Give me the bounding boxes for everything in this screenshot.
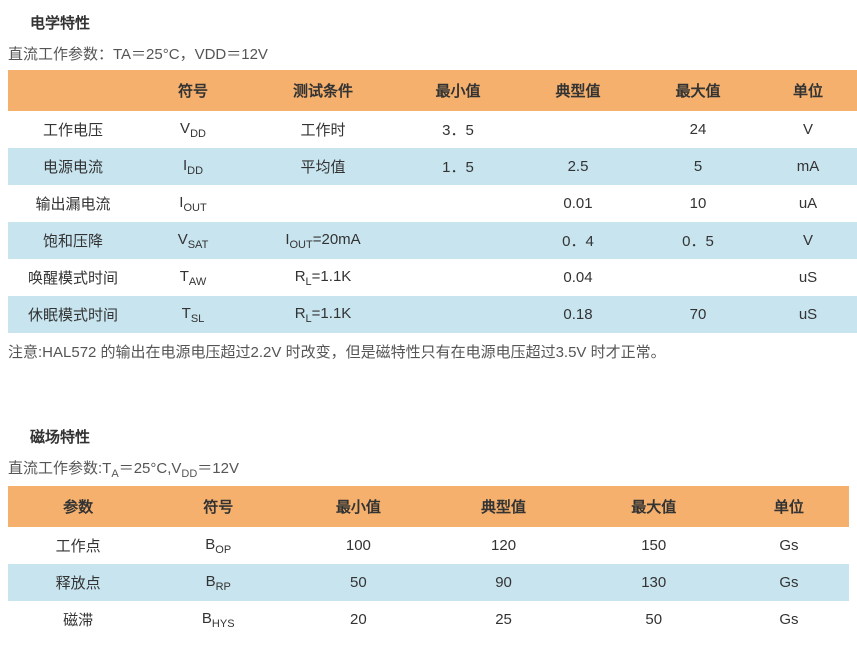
cell: 0．5 <box>638 222 758 259</box>
table-row: 释放点BRP5090130Gs <box>8 564 849 601</box>
cell-symbol: VDD <box>138 111 248 148</box>
cell: 70 <box>638 296 758 333</box>
cell: uS <box>758 296 857 333</box>
th: 典型值 <box>518 70 638 111</box>
th: 最大值 <box>579 486 729 527</box>
cell: 输出漏电流 <box>8 185 138 222</box>
cell: 电源电流 <box>8 148 138 185</box>
cell: 10 <box>638 185 758 222</box>
cell: uA <box>758 185 857 222</box>
cell-cond: 工作时 <box>248 111 398 148</box>
table-row: 饱和压降VSATIOUT=20mA 0．40．5V <box>8 222 857 259</box>
th: 最大值 <box>638 70 758 111</box>
sub-text: DD <box>181 468 197 480</box>
cell: 0.01 <box>518 185 638 222</box>
cell: 5 <box>638 148 758 185</box>
table-row: 电源电流IDD平均值1．52.55mA <box>8 148 857 185</box>
table-row: 工作点BOP100120150Gs <box>8 527 849 564</box>
th: 典型值 <box>428 486 578 527</box>
cell: 130 <box>579 564 729 601</box>
cell: 工作点 <box>8 527 148 564</box>
table-electrical: 符号 测试条件 最小值 典型值 最大值 单位 工作电压VDD工作时3．524V电… <box>8 70 857 333</box>
th: 符号 <box>138 70 248 111</box>
cell: 1．5 <box>398 148 518 185</box>
section1-note: 注意:HAL572 的输出在电源电压超过2.2V 时改变，但是磁特性只有在电源电… <box>8 341 849 362</box>
cell: Gs <box>729 564 849 601</box>
table-row: 唤醒模式时间TAWRL=1.1K 0.04 uS <box>8 259 857 296</box>
sub-text: 直流工作参数:T <box>8 460 111 477</box>
cell-symbol: IOUT <box>138 185 248 222</box>
th: 最小值 <box>398 70 518 111</box>
cell-symbol: IDD <box>138 148 248 185</box>
sub-text: ＝25°C,V <box>119 460 182 477</box>
cell <box>398 296 518 333</box>
section1-title: 电学特性 <box>30 12 849 33</box>
cell-symbol: BOP <box>148 527 288 564</box>
th: 单位 <box>758 70 857 111</box>
cell-symbol: VSAT <box>138 222 248 259</box>
cell: 150 <box>579 527 729 564</box>
th: 参数 <box>8 486 148 527</box>
cell: V <box>758 111 857 148</box>
cell: 0.04 <box>518 259 638 296</box>
cell <box>398 259 518 296</box>
cell: 2.5 <box>518 148 638 185</box>
cell: 50 <box>288 564 428 601</box>
table-row: 休眠模式时间TSLRL=1.1K 0.1870uS <box>8 296 857 333</box>
cell: 3．5 <box>398 111 518 148</box>
cell-symbol: TAW <box>138 259 248 296</box>
section2-title: 磁场特性 <box>30 426 849 447</box>
cell: uS <box>758 259 857 296</box>
cell-cond <box>248 185 398 222</box>
table-row: 输出漏电流IOUT 0.0110uA <box>8 185 857 222</box>
th: 最小值 <box>288 486 428 527</box>
cell: 唤醒模式时间 <box>8 259 138 296</box>
cell: 0．4 <box>518 222 638 259</box>
cell: 0.18 <box>518 296 638 333</box>
section2-subtitle: 直流工作参数:TA＝25°C,VDD＝12V <box>8 457 849 480</box>
cell: Gs <box>729 527 849 564</box>
cell <box>518 111 638 148</box>
cell: 饱和压降 <box>8 222 138 259</box>
sub-text: A <box>111 468 118 480</box>
cell: 释放点 <box>8 564 148 601</box>
cell <box>398 185 518 222</box>
cell: mA <box>758 148 857 185</box>
table-row: 工作电压VDD工作时3．5 24V <box>8 111 857 148</box>
cell <box>398 222 518 259</box>
cell: 休眠模式时间 <box>8 296 138 333</box>
cell: 100 <box>288 527 428 564</box>
cell-cond: RL=1.1K <box>248 296 398 333</box>
cell <box>638 259 758 296</box>
section1-subtitle: 直流工作参数：TA＝25°C，VDD＝12V <box>8 43 849 64</box>
cell: 120 <box>428 527 578 564</box>
cell: 工作电压 <box>8 111 138 148</box>
cell-symbol: BRP <box>148 564 288 601</box>
table2-header-row: 参数 符号 最小值 典型值 最大值 单位 <box>8 486 849 527</box>
table-magnetic: 参数 符号 最小值 典型值 最大值 单位 工作点BOP100120150Gs释放… <box>8 486 849 638</box>
cell-symbol: TSL <box>138 296 248 333</box>
sub-text: ＝12V <box>197 460 239 477</box>
th: 符号 <box>148 486 288 527</box>
table1-header-row: 符号 测试条件 最小值 典型值 最大值 单位 <box>8 70 857 111</box>
th: 测试条件 <box>248 70 398 111</box>
th: 单位 <box>729 486 849 527</box>
th <box>8 70 138 111</box>
cell-cond: RL=1.1K <box>248 259 398 296</box>
cell: 24 <box>638 111 758 148</box>
cell-cond: 平均值 <box>248 148 398 185</box>
cell-cond: IOUT=20mA <box>248 222 398 259</box>
cell: 90 <box>428 564 578 601</box>
cell: V <box>758 222 857 259</box>
